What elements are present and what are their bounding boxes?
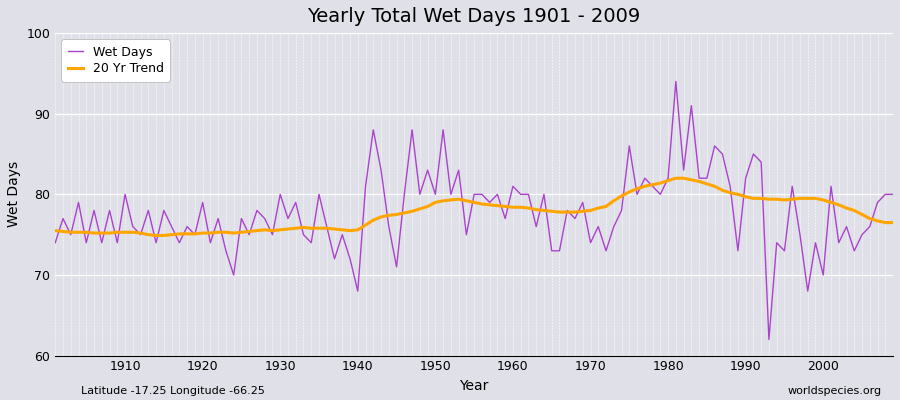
Wet Days [670, 79, 681, 84]
20 Yr Trend [887, 220, 898, 225]
Wet Days [500, 216, 510, 221]
20 Yr Trend [608, 198, 619, 203]
20 Yr Trend [291, 226, 302, 231]
Y-axis label: Wet Days: Wet Days [7, 161, 21, 228]
Title: Yearly Total Wet Days 1901 - 2009: Yearly Total Wet Days 1901 - 2009 [308, 7, 641, 26]
Line: Wet Days: Wet Days [55, 82, 893, 340]
20 Yr Trend [337, 228, 347, 232]
20 Yr Trend [670, 176, 681, 181]
Wet Days [887, 192, 898, 197]
Line: 20 Yr Trend: 20 Yr Trend [55, 178, 893, 236]
Legend: Wet Days, 20 Yr Trend: Wet Days, 20 Yr Trend [61, 39, 170, 82]
Wet Days [600, 248, 611, 253]
20 Yr Trend [50, 228, 60, 233]
20 Yr Trend [508, 205, 518, 210]
Wet Days [763, 337, 774, 342]
Wet Days [283, 216, 293, 221]
20 Yr Trend [112, 230, 122, 235]
20 Yr Trend [516, 205, 526, 210]
Wet Days [329, 256, 340, 261]
Text: Latitude -17.25 Longitude -66.25: Latitude -17.25 Longitude -66.25 [81, 386, 265, 396]
Wet Days [50, 240, 60, 245]
20 Yr Trend [150, 233, 161, 238]
Wet Days [112, 240, 122, 245]
X-axis label: Year: Year [460, 379, 489, 393]
Text: worldspecies.org: worldspecies.org [788, 386, 882, 396]
Wet Days [508, 184, 518, 189]
